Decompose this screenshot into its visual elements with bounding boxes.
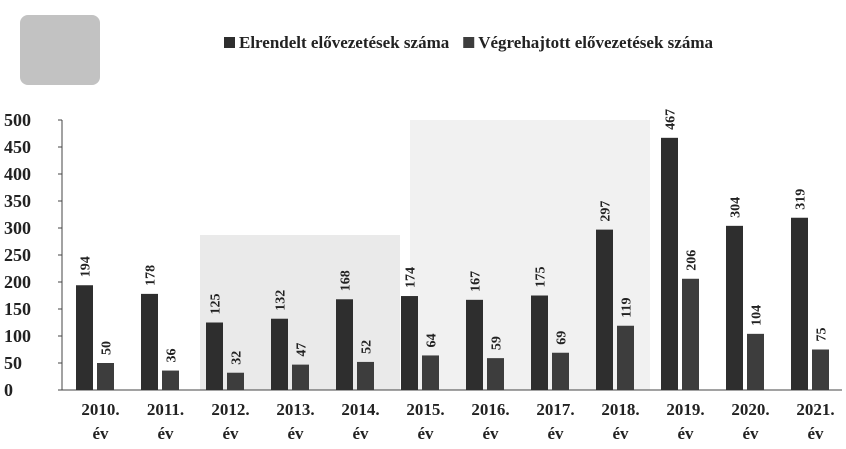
y-tick-label: 500 [4, 110, 31, 130]
bar [747, 334, 764, 390]
y-tick-label: 300 [4, 218, 31, 238]
value-label: 64 [425, 333, 440, 347]
bar [552, 353, 569, 390]
value-label: 175 [534, 267, 549, 288]
bar [401, 296, 418, 390]
bar [726, 226, 743, 390]
bar [422, 355, 439, 390]
x-tick-label: 2010. év [75, 398, 127, 446]
x-tick-label: 2018. év [595, 398, 647, 446]
bar [206, 323, 223, 391]
chart: 0 50 100 150 200 250 300 350 400 450 500 194 50 178 36… [0, 0, 846, 449]
bar [227, 373, 244, 390]
bar [271, 319, 288, 390]
x-tick-label: 2014. év [335, 398, 387, 446]
bar [682, 279, 699, 390]
bar [76, 285, 93, 390]
value-label: 174 [404, 267, 419, 288]
value-label: 52 [360, 340, 375, 354]
bar [661, 138, 678, 390]
value-label: 304 [729, 197, 744, 218]
legend-label: Elrendelt elővezetések száma [239, 33, 450, 52]
x-tick-label: 2017. év [530, 398, 582, 446]
y-tick-label: 100 [4, 326, 31, 346]
value-label: 104 [750, 305, 765, 326]
legend-label: Végrehajtott elővezetések száma [478, 33, 713, 52]
y-tick-label: 250 [4, 245, 31, 265]
bar [487, 358, 504, 390]
x-tick-label: 2011. év [140, 398, 192, 446]
x-tick-label: 2013. év [270, 398, 322, 446]
background-photo [410, 120, 650, 390]
chart-svg: 0 50 100 150 200 250 300 350 400 450 500 194 50 178 36… [0, 0, 846, 449]
bar [97, 363, 114, 390]
value-label: 206 [685, 250, 700, 271]
bar [292, 365, 309, 390]
x-tick-label: 2016. év [465, 398, 517, 446]
value-label: 47 [295, 343, 310, 357]
value-label: 125 [209, 294, 224, 315]
bar [617, 326, 634, 390]
value-label: 467 [664, 109, 679, 130]
value-label: 36 [165, 349, 180, 363]
legend-swatch [224, 37, 235, 48]
value-label: 119 [620, 298, 635, 318]
value-label: 32 [230, 351, 245, 365]
y-tick-label: 150 [4, 299, 31, 319]
bar [531, 296, 548, 391]
bar [791, 218, 808, 390]
y-tick-label: 0 [4, 380, 13, 400]
legend-swatch [463, 37, 474, 48]
x-tick-label: 2020. év [725, 398, 777, 446]
bar [357, 362, 374, 390]
value-label: 59 [490, 336, 505, 350]
value-label: 75 [815, 328, 830, 342]
bar [812, 350, 829, 391]
bar [336, 299, 353, 390]
bar [141, 294, 158, 390]
value-label: 319 [794, 189, 809, 210]
bar [466, 300, 483, 390]
x-tick-label: 2021. év [790, 398, 842, 446]
value-label: 132 [274, 290, 289, 311]
value-label: 168 [339, 270, 354, 291]
value-label: 69 [555, 331, 570, 345]
x-tick-label: 2012. év [205, 398, 257, 446]
value-label: 50 [100, 341, 115, 355]
value-label: 194 [79, 256, 94, 277]
y-tick-label: 450 [4, 137, 31, 157]
x-tick-label: 2015. év [400, 398, 452, 446]
y-tick-label: 350 [4, 191, 31, 211]
y-tick-label: 50 [4, 353, 22, 373]
logo [20, 15, 100, 85]
value-label: 167 [469, 271, 484, 292]
bar [596, 230, 613, 390]
bar [162, 371, 179, 390]
value-label: 297 [599, 201, 614, 222]
y-tick-label: 400 [4, 164, 31, 184]
value-label: 178 [144, 265, 159, 286]
y-tick-label: 200 [4, 272, 31, 292]
x-tick-label: 2019. év [660, 398, 712, 446]
